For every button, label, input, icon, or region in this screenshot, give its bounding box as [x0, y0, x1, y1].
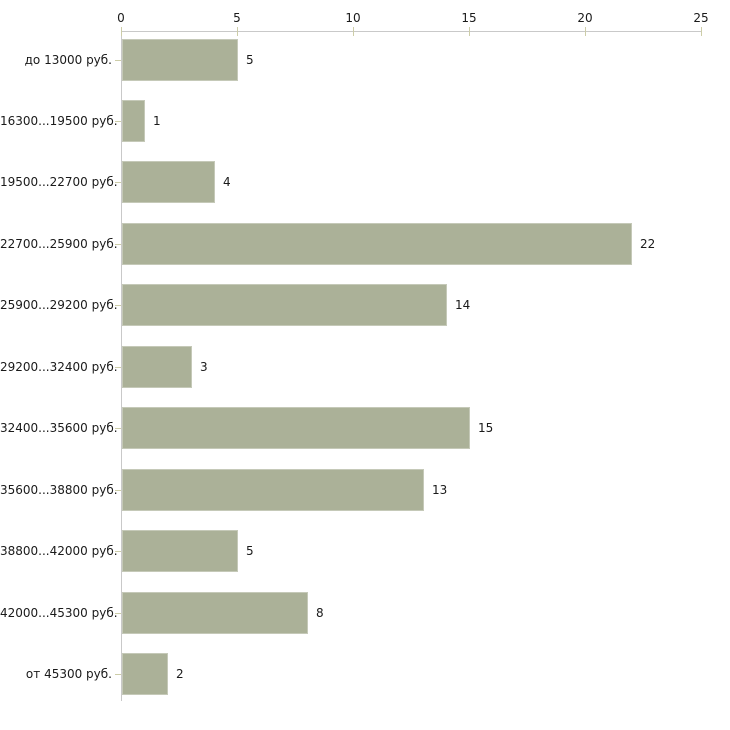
bar — [122, 39, 238, 81]
x-tick-mark — [701, 27, 702, 36]
category-label: 32400...35600 руб. — [0, 421, 118, 435]
category-label: 29200...32400 руб. — [0, 360, 118, 374]
bar — [122, 100, 145, 142]
x-tick-mark — [121, 27, 122, 36]
category-label: 19500...22700 руб. — [0, 175, 118, 189]
bar-value-label: 14 — [455, 298, 471, 312]
bar-value-label: 5 — [246, 544, 254, 558]
bar-value-label: 13 — [432, 483, 448, 497]
category-tick-mark — [115, 490, 121, 491]
category-tick-mark — [115, 182, 121, 183]
category-label: от 45300 руб. — [25, 667, 112, 681]
bar — [122, 469, 424, 511]
bar-value-label: 8 — [316, 606, 324, 620]
x-tick-label: 20 — [577, 11, 593, 25]
category-tick-mark — [115, 367, 121, 368]
x-tick-label: 15 — [461, 11, 477, 25]
x-tick-mark — [469, 27, 470, 36]
category-label: 35600...38800 руб. — [0, 483, 118, 497]
bar-value-label: 4 — [223, 175, 231, 189]
x-tick-mark — [353, 27, 354, 36]
bar — [122, 284, 447, 326]
x-tick-label: 0 — [117, 11, 125, 25]
bar-value-label: 15 — [478, 421, 494, 435]
category-tick-mark — [115, 428, 121, 429]
category-label: до 13000 руб. — [24, 53, 112, 67]
category-label: 38800...42000 руб. — [0, 544, 118, 558]
bar-value-label: 2 — [176, 667, 184, 681]
bar — [122, 592, 308, 634]
category-label: 22700...25900 руб. — [0, 237, 118, 251]
x-tick-label: 25 — [693, 11, 709, 25]
category-tick-mark — [115, 60, 121, 61]
bar-value-label: 1 — [153, 114, 161, 128]
category-tick-mark — [115, 613, 121, 614]
category-label: 42000...45300 руб. — [0, 606, 118, 620]
bar — [122, 223, 632, 265]
x-tick-label: 10 — [345, 11, 361, 25]
category-label: 25900...29200 руб. — [0, 298, 118, 312]
x-tick-mark — [237, 27, 238, 36]
category-tick-mark — [115, 121, 121, 122]
bar — [122, 407, 470, 449]
bar-value-label: 22 — [640, 237, 656, 251]
bar-value-label: 5 — [246, 53, 254, 67]
category-tick-mark — [115, 674, 121, 675]
bar — [122, 346, 192, 388]
category-tick-mark — [115, 305, 121, 306]
category-tick-mark — [115, 551, 121, 552]
bar — [122, 161, 215, 203]
y-axis-line — [121, 31, 122, 701]
bar — [122, 530, 238, 572]
category-tick-mark — [115, 244, 121, 245]
bar-value-label: 3 — [200, 360, 208, 374]
bar — [122, 653, 168, 695]
x-tick-mark — [585, 27, 586, 36]
category-label: 16300...19500 руб. — [0, 114, 118, 128]
x-tick-label: 5 — [233, 11, 241, 25]
x-axis-line — [121, 31, 701, 32]
